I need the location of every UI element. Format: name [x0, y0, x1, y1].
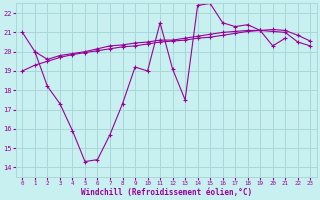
X-axis label: Windchill (Refroidissement éolien,°C): Windchill (Refroidissement éolien,°C)	[81, 188, 252, 197]
